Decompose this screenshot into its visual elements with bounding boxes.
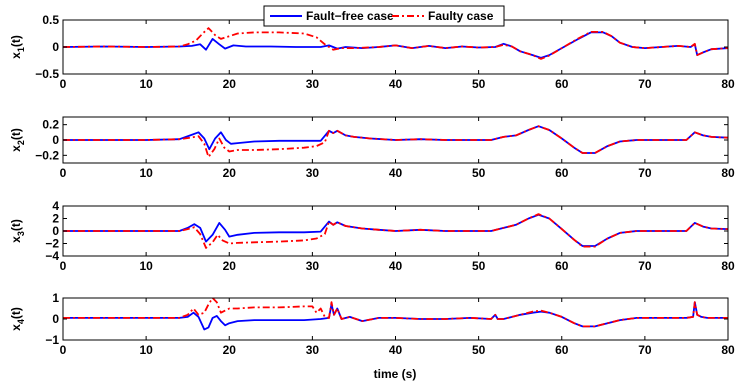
x-tick-label: 30 [306,166,320,180]
y-axis-label-x1: x1(t) [9,35,26,59]
y-axis-label-x4: x4(t) [9,307,26,331]
x-tick-label: 80 [721,166,735,180]
x-tick-label: 10 [139,259,153,273]
x-tick-label: 20 [223,259,237,273]
y-tick-label: 0.5 [42,13,59,27]
x-tick-label: 80 [721,259,735,273]
x-tick-label: 0 [60,166,67,180]
y-tick-label: 1 [52,291,59,305]
y-tick-label: −2 [45,237,59,251]
x-tick-label: 70 [638,343,652,357]
x-tick-label: 40 [389,77,403,91]
y-tick-label: 0 [52,224,59,238]
x-tick-label: 40 [389,166,403,180]
legend-box [263,5,505,27]
x-tick-label: 0 [60,259,67,273]
series-faulty-x4 [63,298,728,328]
subplot-1: 0 10 20 30 40 50 60 70 80−0.500.5x1(t) [9,13,735,91]
x-tick-label: 70 [638,259,652,273]
x-tick-label: 70 [638,77,652,91]
legend-label-faulty: Faulty case [428,9,494,23]
subplot-2: 0 10 20 30 40 50 60 70 80−0.200.2x2(t) [9,116,735,180]
y-tick-label: 4 [52,199,59,213]
y-tick-label: −0.2 [35,148,59,162]
x-tick-label: 50 [472,343,486,357]
series-fault-free-x4 [63,301,728,331]
plot-area [63,125,728,158]
x-tick-label: 80 [721,343,735,357]
x-tick-label: 20 [223,166,237,180]
x-tick-label: 30 [306,77,320,91]
y-tick-label: −0.5 [35,67,59,81]
y-axis-label-x2: x2(t) [9,128,26,152]
y-tick-label: 0 [52,312,59,326]
x-axis-label: time (s) [374,367,417,381]
x-tick-label: 50 [472,77,486,91]
y-tick-label: 0 [52,133,59,147]
x-tick-label: 0 [60,343,67,357]
plot-area [63,298,728,331]
y-tick-label: −4 [45,249,59,263]
x-tick-label: 60 [555,343,569,357]
x-tick-label: 10 [139,343,153,357]
x-tick-label: 70 [638,166,652,180]
x-tick-label: 40 [389,259,403,273]
series-faulty-x2 [63,125,728,158]
x-tick-label: 50 [472,259,486,273]
x-tick-label: 60 [555,259,569,273]
x-tick-label: 30 [306,259,320,273]
x-tick-label: 20 [223,77,237,91]
series-fault-free-x3 [63,213,728,247]
x-tick-label: 30 [306,343,320,357]
series-faulty-x3 [63,213,728,249]
legend: Fault−free case Faulty case [263,5,505,27]
y-tick-label: 0 [52,40,59,54]
x-tick-label: 0 [60,77,67,91]
x-tick-label: 20 [223,343,237,357]
legend-label-fault-free: Fault−free case [306,9,394,23]
y-tick-label: −1 [45,333,59,347]
x-tick-label: 40 [389,343,403,357]
x-tick-label: 60 [555,166,569,180]
x-tick-label: 10 [139,166,153,180]
x-tick-label: 50 [472,166,486,180]
x-tick-label: 10 [139,77,153,91]
plot-area [63,27,728,60]
plot-area [63,213,728,249]
series-faulty-x1 [63,27,728,60]
y-tick-label: 0.2 [42,118,59,132]
y-axis-label-x3: x3(t) [9,219,26,243]
y-tick-label: 2 [52,212,59,226]
x-tick-label: 80 [721,77,735,91]
x-tick-label: 60 [555,77,569,91]
